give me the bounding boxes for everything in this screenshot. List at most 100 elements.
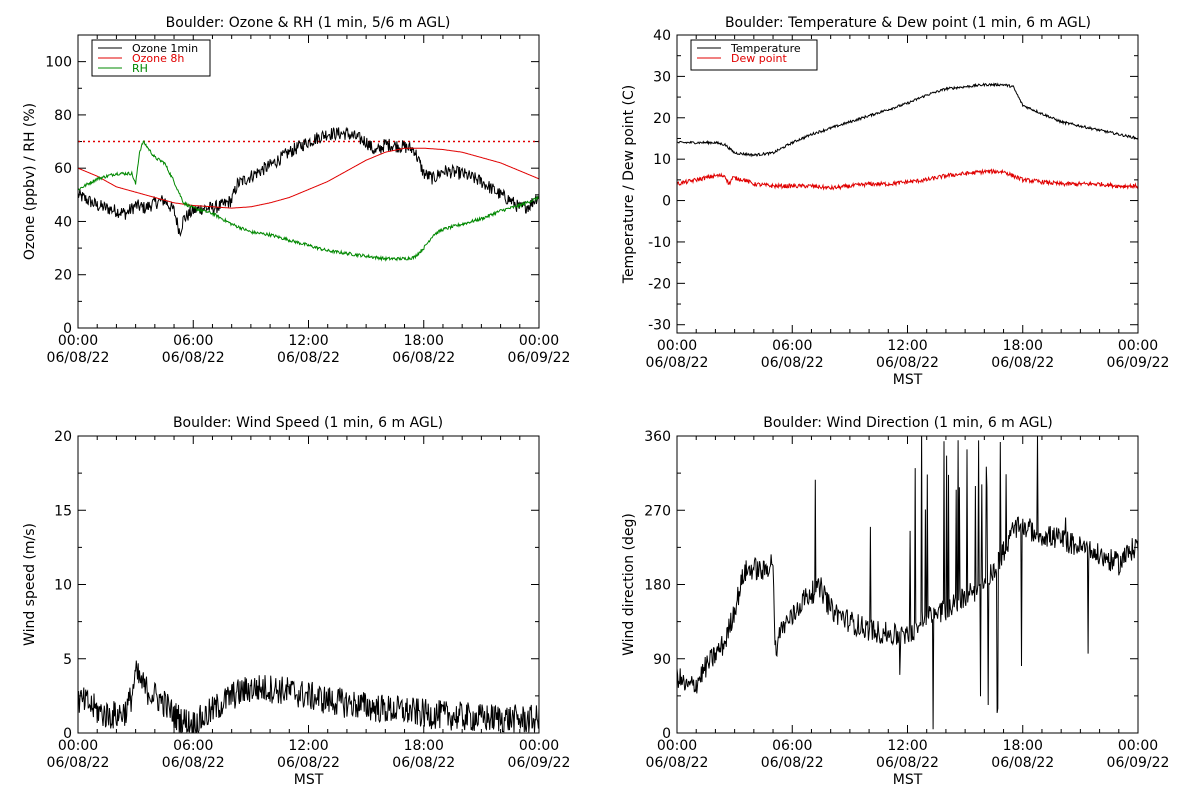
x-tick-label-date: 06/08/22 [646,355,709,371]
y-tick-label: -20 [648,276,671,292]
x-tick-label-time: 00:00 [657,338,697,354]
legend-label: Temperature [730,42,801,55]
x-tick-label-date: 06/08/22 [277,755,340,771]
series-line-data [677,436,1138,730]
x-tick-label-date: 06/08/22 [991,755,1054,771]
x-tick-label-date: 06/09/22 [508,755,571,771]
legend-label: Dew point [731,52,787,65]
series-line-dew-point [677,168,1138,191]
y-tick-label: 270 [644,503,671,519]
y-tick-label: 0 [662,194,671,210]
plot-area [677,436,1138,730]
chart-title: Boulder: Wind Direction (1 min, 6 m AGL) [763,415,1052,431]
y-tick-label: 0 [63,726,72,742]
x-tick-label-date: 06/08/22 [991,355,1054,371]
x-tick-label-date: 06/08/22 [277,350,340,366]
x-tick-label-date: 06/08/22 [47,350,110,366]
y-tick-label: 20 [54,429,72,445]
x-tick-label-time: 06:00 [772,738,812,754]
x-axis-label: MST [893,372,923,388]
x-tick-label-time: 00:00 [58,738,98,754]
plot-area [78,126,539,262]
y-tick-label: 15 [54,503,72,519]
x-tick-label-time: 18:00 [1003,338,1043,354]
x-tick-label-time: 12:00 [288,333,328,349]
panel-windspeed: Boulder: Wind Speed (1 min, 6 m AGL) 0 5 1… [22,415,570,788]
plot-frame [676,34,1139,334]
y-tick-label: 20 [653,111,671,127]
y-tick-label: 5 [63,652,72,668]
x-tick-label-date: 06/08/22 [392,350,455,366]
x-tick-label-date: 06/08/22 [761,755,824,771]
panel-winddir: Boulder: Wind Direction (1 min, 6 m AGL)… [621,415,1169,788]
y-tick-label: -30 [648,318,671,334]
plot-area [677,82,1138,191]
y-tick-label: 30 [653,69,671,85]
panel-ozone: Boulder: Ozone & RH (1 min, 5/6 m AGL) 0… [22,15,570,366]
x-axis-label: MST [893,772,923,788]
y-tick-label: 40 [54,214,72,230]
chart-title: Boulder: Temperature & Dew point (1 min,… [725,15,1091,31]
x-tick-label-date: 06/08/22 [761,355,824,371]
x-tick-label-date: 06/09/22 [508,350,571,366]
y-tick-label: 60 [54,161,72,177]
series-line-ozone-1min [78,126,539,238]
x-tick-label-time: 06:00 [772,338,812,354]
y-axis-label: Wind direction (deg) [621,513,637,656]
series-line-rh [78,140,539,262]
x-tick-label-date: 06/08/22 [876,355,939,371]
series-line-ozone-8h [78,147,539,209]
y-axis-label: Temperature / Dew point (C) [621,85,637,284]
x-tick-label-date: 06/08/22 [876,755,939,771]
legend-box [690,39,818,71]
x-tick-label-date: 06/08/22 [646,755,709,771]
x-tick-label-time: 00:00 [1118,338,1158,354]
x-tick-label-time: 18:00 [404,333,444,349]
x-tick-label-time: 00:00 [519,738,559,754]
x-axis-label: MST [294,772,324,788]
plot-frame [676,435,1139,734]
chart-title: Boulder: Ozone & RH (1 min, 5/6 m AGL) [166,15,451,31]
x-tick-label-time: 18:00 [1003,738,1043,754]
y-tick-label: 180 [644,578,671,594]
y-tick-label: 80 [54,108,72,124]
x-tick-label-date: 06/08/22 [162,350,225,366]
y-tick-label: 0 [662,726,671,742]
y-tick-label: 360 [644,429,671,445]
x-tick-label-time: 00:00 [519,333,559,349]
y-tick-label: 100 [45,55,72,71]
y-tick-label: 0 [63,321,72,337]
legend-label: Ozone 8h [132,52,184,65]
x-tick-label-time: 18:00 [404,738,444,754]
x-tick-label-date: 06/08/22 [392,755,455,771]
y-tick-label: 10 [54,578,72,594]
plot-frame [77,435,540,734]
x-tick-label-time: 06:00 [173,333,213,349]
y-axis-label: Ozone (ppbv) / RH (%) [22,103,38,260]
legend-label: Ozone 1min [132,42,198,55]
y-tick-label: 20 [54,268,72,284]
x-tick-label-time: 12:00 [887,738,927,754]
y-tick-label: 40 [653,28,671,44]
x-tick-label-date: 06/09/22 [1107,355,1170,371]
x-tick-label-time: 12:00 [288,738,328,754]
chart-title: Boulder: Wind Speed (1 min, 6 m AGL) [173,415,443,431]
series-line-data [78,660,539,733]
y-axis-label: Wind speed (m/s) [22,523,38,646]
x-tick-label-time: 00:00 [58,333,98,349]
x-tick-label-time: 12:00 [887,338,927,354]
y-tick-label: 10 [653,152,671,168]
x-tick-label-time: 00:00 [1118,738,1158,754]
legend-label: RH [132,62,148,75]
x-tick-label-time: 06:00 [173,738,213,754]
plot-frame [77,34,540,329]
x-tick-label-date: 06/08/22 [162,755,225,771]
y-tick-label: -10 [648,235,671,251]
plot-area [78,660,539,733]
x-tick-label-time: 00:00 [657,738,697,754]
panel-temperature: Boulder: Temperature & Dew point (1 min,… [621,15,1169,388]
y-tick-label: 90 [653,652,671,668]
x-tick-label-date: 06/09/22 [1107,755,1170,771]
series-line-temperature [677,82,1138,158]
